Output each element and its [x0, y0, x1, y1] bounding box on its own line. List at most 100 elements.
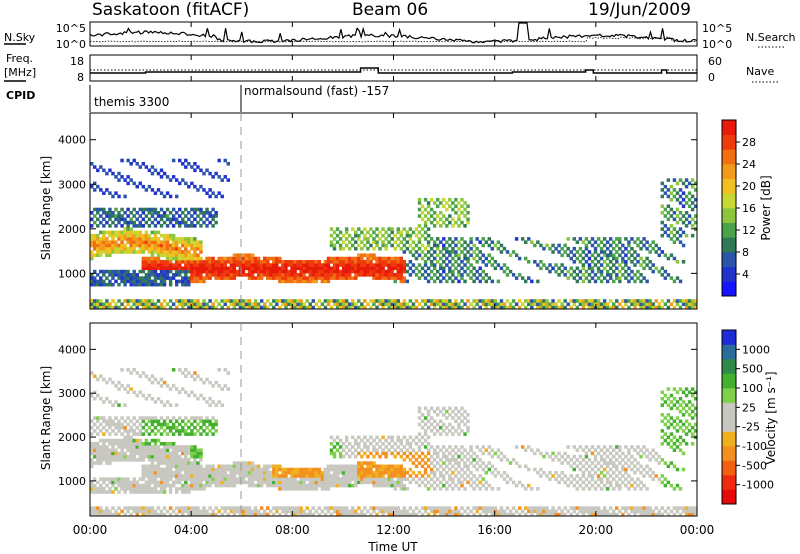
heat-cell — [111, 445, 115, 449]
heat-cell — [399, 273, 404, 277]
heat-cell — [366, 263, 370, 267]
heat-cell — [272, 276, 276, 280]
heat-cell — [475, 276, 479, 280]
heat-cell — [99, 445, 103, 449]
heat-cell — [141, 445, 146, 449]
heat-cell — [162, 483, 167, 488]
heat-cell — [117, 194, 121, 199]
heat-cell — [663, 461, 668, 465]
heat-cell — [530, 305, 534, 310]
heat-cell — [390, 276, 394, 280]
heat-cell — [414, 464, 419, 469]
heat-cell — [678, 305, 683, 310]
heat-cell — [347, 464, 352, 469]
heat-cell — [578, 253, 583, 258]
colorbar-tick-label: -25 — [742, 421, 760, 434]
heat-cell — [205, 467, 209, 472]
heat-cell — [174, 260, 179, 264]
heat-cell — [572, 506, 577, 510]
heat-cell — [181, 464, 185, 469]
heat-cell — [442, 506, 446, 510]
heat-cell — [190, 448, 194, 452]
heat-cell — [344, 464, 349, 469]
heat-cell — [681, 413, 686, 417]
heat-cell — [263, 470, 267, 475]
heat-cell — [420, 451, 425, 456]
heat-cell — [624, 445, 628, 449]
heat-cell — [162, 380, 167, 385]
heat-cell — [117, 276, 121, 280]
heat-cell — [144, 474, 149, 478]
heat-cell — [332, 470, 337, 475]
heat-cell — [135, 419, 139, 424]
heat-cell — [539, 467, 543, 472]
heat-cell — [193, 237, 197, 241]
heat-cell — [687, 413, 692, 417]
heat-cell — [314, 480, 319, 485]
heat-cell — [344, 260, 349, 264]
heat-cell — [351, 276, 355, 280]
heat-cell — [439, 250, 443, 254]
heat-cell — [678, 506, 683, 510]
heat-cell — [636, 445, 640, 449]
heat-cell — [247, 480, 252, 485]
heat-cell — [584, 253, 589, 258]
heat-cell — [99, 214, 103, 218]
heat-cell — [135, 211, 139, 215]
heat-cell — [144, 470, 149, 475]
heat-cell — [560, 509, 564, 514]
heat-cell — [202, 467, 206, 472]
heat-cell — [369, 305, 373, 310]
heat-cell — [636, 467, 640, 472]
heat-cell — [651, 263, 655, 267]
heat-cell — [435, 477, 440, 481]
heat-cell — [390, 237, 394, 241]
heat-cell — [199, 464, 203, 469]
heat-cell — [171, 273, 176, 277]
heat-cell — [299, 279, 303, 284]
heat-cell — [296, 470, 300, 475]
heat-cell — [396, 243, 400, 248]
heat-cell — [141, 393, 146, 398]
heat-cell — [627, 299, 631, 303]
heat-cell — [493, 243, 498, 248]
heat-cell — [417, 201, 422, 205]
heat-cell — [475, 302, 479, 307]
heat-cell — [184, 422, 188, 427]
heat-cell — [214, 211, 218, 215]
heat-cell — [384, 237, 388, 241]
heat-cell — [250, 302, 255, 307]
heat-cell — [363, 243, 367, 248]
heat-cell — [187, 279, 191, 284]
heat-cell — [93, 483, 97, 488]
heat-cell — [168, 178, 173, 182]
heat-cell — [159, 246, 164, 251]
heat-cell — [396, 509, 400, 514]
heat-cell — [369, 233, 373, 238]
heat-cell — [235, 302, 240, 307]
heat-cell — [320, 509, 325, 514]
heat-cell — [366, 302, 370, 307]
heat-cell — [93, 282, 97, 287]
heat-cell — [684, 403, 689, 407]
heat-cell — [135, 442, 139, 446]
heat-cell — [369, 451, 373, 456]
heat-cell — [153, 266, 158, 271]
heat-cell — [156, 305, 161, 310]
heat-cell — [551, 266, 555, 271]
heat-cell — [281, 302, 285, 307]
heat-cell — [123, 246, 127, 251]
heat-cell — [429, 445, 434, 449]
heat-cell — [165, 246, 170, 251]
heat-cell — [256, 273, 261, 277]
heat-cell — [560, 263, 564, 267]
heat-cell — [572, 302, 577, 307]
heat-cell — [675, 422, 680, 427]
heat-cell — [259, 260, 264, 264]
heat-cell — [290, 263, 294, 267]
heat-cell — [126, 276, 130, 280]
heat-cell — [275, 302, 279, 307]
heat-cell — [660, 396, 665, 401]
heat-cell — [126, 390, 130, 395]
heat-cell — [223, 273, 227, 277]
